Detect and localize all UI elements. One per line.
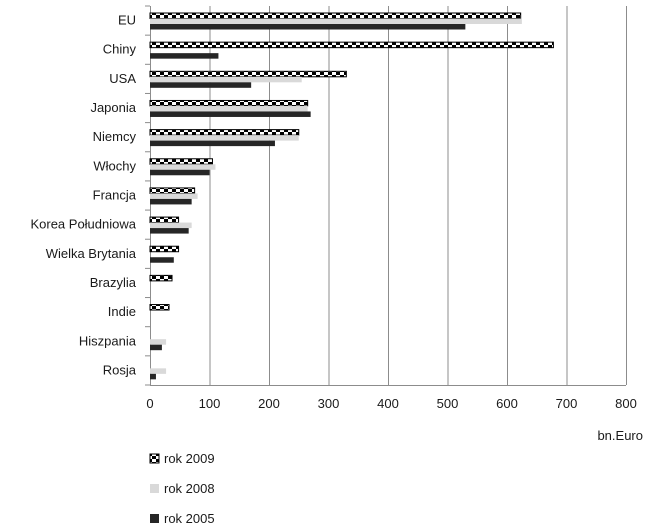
x-tick-label: 700	[556, 396, 578, 411]
bar-rok-2005	[150, 228, 189, 234]
bar-rok-2009	[149, 245, 180, 253]
bar-rok-2009	[149, 304, 170, 311]
bar-rok-2005	[150, 169, 210, 176]
bar-rok-2005	[150, 111, 311, 117]
legend-swatch	[150, 514, 159, 523]
x-tick-label: 300	[318, 396, 340, 411]
legend-label: rok 2005	[164, 511, 215, 526]
bar-rok-2008	[150, 18, 522, 24]
bar-rok-2009	[149, 41, 554, 49]
legend-swatch	[149, 453, 160, 464]
bar-rok-2008	[150, 105, 308, 112]
bar-rok-2005	[150, 257, 174, 263]
bar-rok-2008	[150, 135, 299, 141]
bar-rok-2009	[149, 99, 309, 107]
category-label: Włochy	[93, 158, 136, 173]
bar-rok-2005	[150, 82, 252, 88]
bar-rok-2009	[149, 274, 173, 282]
bar-rok-2009	[149, 129, 300, 136]
bar-rok-2005	[150, 53, 219, 59]
category-label: Indie	[108, 304, 136, 319]
x-tick-label: 400	[377, 396, 399, 411]
bar-rok-2009	[149, 158, 213, 165]
category-label: EU	[118, 13, 136, 28]
legend-label: rok 2009	[164, 451, 215, 466]
bar-rok-2005	[150, 140, 275, 147]
bar-rok-2009	[149, 12, 522, 19]
bar-rok-2008	[150, 76, 302, 83]
bar-rok-2005	[150, 24, 466, 30]
x-tick-label: 200	[258, 396, 280, 411]
bar-rok-2005	[150, 344, 162, 351]
bar-rok-2005	[150, 198, 192, 205]
category-label: Francja	[93, 188, 137, 203]
category-label: Rosja	[103, 362, 137, 377]
bar-rok-2009	[149, 70, 347, 78]
category-label: Wielka Brytania	[46, 246, 137, 261]
category-label: Hiszpania	[79, 333, 137, 348]
legend-swatch	[150, 484, 159, 493]
category-label: Korea Południowa	[30, 217, 136, 232]
bar-rok-2008	[150, 368, 167, 374]
category-label: Niemcy	[93, 129, 137, 144]
bar-rok-2009	[149, 187, 196, 194]
x-tick-label: 800	[615, 396, 637, 411]
x-tick-label: 500	[437, 396, 459, 411]
category-label: Japonia	[90, 100, 136, 115]
category-label: Brazylia	[90, 275, 137, 290]
bar-rok-2008	[150, 164, 216, 170]
x-tick-label: 600	[496, 396, 518, 411]
x-axis-unit-label: bn.Euro	[597, 428, 643, 443]
category-label: USA	[109, 71, 136, 86]
x-tick-label: 100	[199, 396, 221, 411]
x-tick-label: 0	[146, 396, 153, 411]
bar-rok-2008	[150, 193, 198, 199]
category-label: Chiny	[103, 42, 137, 57]
bar-rok-2008	[150, 222, 192, 229]
legend-label: rok 2008	[164, 481, 215, 496]
bar-rok-2008	[150, 339, 167, 345]
bar-rok-2009	[149, 216, 180, 224]
bar-rok-2005	[150, 373, 156, 380]
